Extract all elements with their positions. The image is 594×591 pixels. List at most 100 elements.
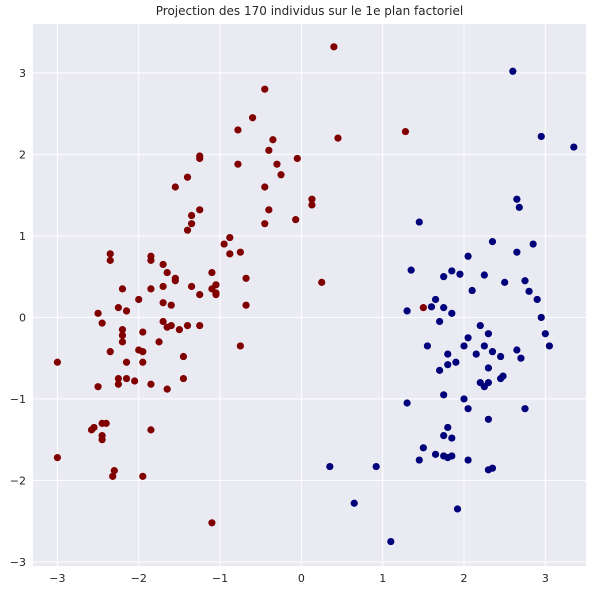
data-point-red	[226, 250, 234, 258]
y-tick-label: −2	[10, 474, 26, 487]
data-point-red	[308, 201, 316, 209]
data-point-red	[122, 374, 131, 383]
x-tick-label: 0	[298, 572, 305, 585]
data-point-blue	[497, 352, 505, 361]
data-point-blue	[484, 466, 493, 474]
data-point-red	[419, 304, 427, 312]
data-point-blue	[453, 505, 462, 513]
data-point-red	[179, 352, 188, 361]
data-point-blue	[509, 67, 517, 75]
data-point-blue	[472, 350, 480, 358]
data-point-red	[330, 43, 338, 51]
data-point-red	[94, 309, 102, 317]
x-tick-label: 1	[379, 572, 386, 585]
data-point-red	[163, 323, 171, 331]
data-points	[53, 43, 578, 546]
data-point-red	[171, 277, 179, 285]
y-tick-label: 3	[19, 67, 26, 80]
data-point-blue	[419, 444, 427, 452]
data-point-blue	[513, 248, 521, 256]
data-point-red	[118, 285, 127, 293]
data-point-blue	[448, 309, 456, 317]
data-point-red	[147, 380, 155, 388]
data-point-blue	[488, 348, 497, 356]
data-point-red	[292, 216, 300, 224]
data-point-red	[139, 328, 147, 336]
x-tick-label: 3	[542, 572, 549, 585]
data-point-red	[114, 380, 122, 388]
data-point-red	[114, 304, 122, 312]
data-point-red	[53, 454, 61, 462]
y-tick-label: −1	[10, 393, 26, 406]
data-point-blue	[456, 270, 464, 278]
data-point-red	[187, 211, 196, 220]
data-point-blue	[444, 423, 452, 432]
data-point-red	[208, 519, 216, 527]
data-point-blue	[403, 399, 411, 407]
data-point-blue	[436, 317, 444, 326]
data-point-blue	[464, 252, 472, 260]
data-point-blue	[501, 278, 509, 286]
data-point-blue	[541, 330, 549, 338]
data-point-red	[139, 348, 147, 356]
data-point-blue	[515, 203, 523, 211]
data-point-blue	[464, 405, 472, 413]
x-tick-label: 2	[461, 572, 468, 585]
data-point-blue	[460, 395, 468, 403]
y-tick-label: 0	[19, 311, 26, 324]
data-point-red	[159, 299, 167, 307]
data-point-blue	[476, 321, 484, 330]
data-point-red	[334, 134, 342, 142]
x-tick-label: −1	[212, 572, 228, 585]
data-point-red	[261, 220, 269, 228]
y-tick-label: 2	[19, 148, 26, 161]
data-point-red	[196, 154, 204, 163]
data-point-blue	[350, 499, 358, 507]
data-point-blue	[387, 537, 395, 546]
data-point-blue	[570, 143, 578, 151]
data-point-red	[196, 206, 204, 214]
data-point-red	[131, 377, 139, 385]
data-point-red	[163, 268, 171, 277]
data-point-red	[248, 114, 257, 122]
data-point-blue	[513, 346, 521, 354]
data-point-blue	[533, 295, 541, 304]
x-tick-label: −3	[49, 572, 65, 585]
data-point-red	[139, 358, 147, 366]
data-point-blue	[415, 456, 423, 464]
data-point-blue	[440, 304, 448, 312]
data-point-red	[171, 183, 179, 191]
data-point-blue	[464, 456, 472, 464]
data-point-red	[318, 278, 326, 286]
y-tick-label: −3	[10, 556, 26, 569]
data-point-red	[242, 301, 250, 309]
data-point-red	[242, 274, 250, 282]
grid	[33, 24, 586, 566]
data-point-blue	[448, 452, 456, 460]
data-point-red	[147, 426, 155, 434]
data-point-blue	[537, 313, 545, 322]
data-point-blue	[525, 287, 533, 295]
data-point-red	[234, 126, 242, 134]
data-point-blue	[464, 334, 472, 342]
data-point-blue	[460, 342, 468, 350]
x-tick-label: −2	[131, 572, 147, 585]
data-point-blue	[484, 330, 493, 338]
data-point-blue	[444, 361, 452, 369]
data-point-red	[273, 160, 281, 168]
data-point-red	[122, 358, 131, 366]
data-point-blue	[448, 267, 456, 275]
data-point-red	[147, 285, 155, 293]
y-tick-labels: −3 −2 −1 0 1 2 3	[10, 67, 26, 569]
data-point-blue	[480, 342, 488, 350]
data-point-blue	[431, 295, 440, 304]
data-point-blue	[431, 450, 440, 458]
data-point-red	[277, 171, 285, 179]
data-point-blue	[529, 240, 537, 248]
data-point-blue	[423, 342, 432, 350]
data-point-red	[401, 127, 410, 136]
data-point-red	[118, 326, 127, 334]
data-point-red	[308, 195, 316, 203]
data-point-blue	[488, 238, 497, 246]
